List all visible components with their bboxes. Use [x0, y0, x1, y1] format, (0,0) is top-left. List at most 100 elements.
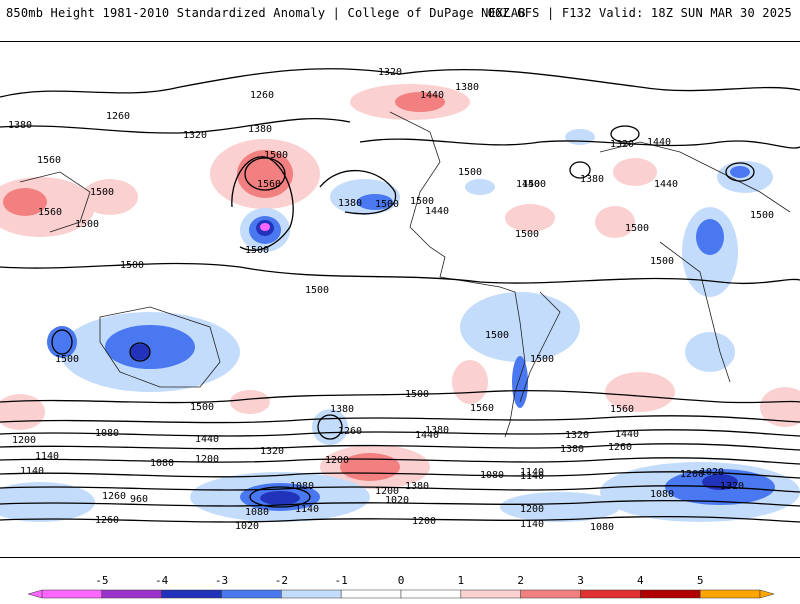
contour-label: 1200	[195, 454, 219, 465]
contour-label: 1200	[325, 455, 349, 466]
contour-label: 1380	[338, 198, 362, 209]
anomaly-map: 1320 1260 1380 1440 1380 1260 1380 1320 1500 1560…	[0, 67, 800, 533]
contour-label: 1200	[520, 504, 544, 515]
anomaly-negative-antarctic-edge	[0, 482, 95, 522]
contour-label: 1440	[647, 137, 671, 148]
contour-label: 1500	[305, 285, 329, 296]
contour-label: 1440	[195, 434, 219, 445]
colorbar-segment	[460, 589, 521, 599]
contour-label: 1380	[580, 174, 604, 185]
contour-1500-australia	[129, 342, 151, 362]
contour-1500-indian	[51, 329, 73, 355]
contour-label: 1140	[520, 467, 544, 478]
contour-1380-westcoast	[319, 169, 397, 215]
contour-label: 1500	[120, 260, 144, 271]
contour-label: 1320	[720, 481, 744, 492]
anomaly-positive-west-edge	[0, 394, 45, 430]
contour-label: 1440	[516, 179, 540, 190]
contour-label: 1080	[650, 489, 674, 500]
colorbar-tick-label: -1	[335, 574, 348, 587]
contour-label: 1260	[106, 111, 130, 122]
contour-label: 1560	[38, 207, 62, 218]
colorbar-tick-label: 1	[458, 574, 465, 587]
colorbar-segment	[580, 589, 641, 599]
contour-label: 1500	[515, 229, 539, 240]
colorbar-tick-label: -3	[215, 574, 228, 587]
colorbar-segment	[41, 589, 103, 599]
contour-1500-south	[0, 389, 800, 404]
anomaly-positive-south-indian	[605, 372, 675, 412]
colorbar-arrow-right	[759, 589, 775, 599]
contour-label: 1500	[650, 256, 674, 267]
contour-label: 1320	[565, 430, 589, 441]
contour-1500-pacific-low	[231, 156, 294, 251]
contour-label: 1560	[470, 403, 494, 414]
contour-label: 1320	[378, 67, 402, 78]
contour-label: 1500	[625, 223, 649, 234]
colorbar-segment	[221, 589, 282, 599]
contour-label: 1440	[420, 90, 444, 101]
contour-label: 1500	[485, 330, 509, 341]
contour-label: 1080	[245, 507, 269, 518]
contour-1320-north	[0, 68, 800, 98]
contour-label: 1560	[37, 155, 61, 166]
anomaly-negative-pacific-core	[260, 223, 270, 231]
contour-label: 1500	[530, 354, 554, 365]
anomaly-shading	[0, 84, 800, 522]
contour-label: 1140	[35, 451, 59, 462]
colorbar-graphic: -5 -4 -3 -2 -1 0 1 2 3 4 5	[27, 574, 775, 599]
contour-label: 1200	[412, 516, 436, 527]
colorbar-segment	[699, 589, 761, 599]
contour-label: 1380	[455, 82, 479, 93]
contour-label: 1560	[257, 179, 281, 190]
contour-label: 1140	[295, 504, 319, 515]
contour-label: 1020	[385, 495, 409, 506]
contour-1320-scandinavia	[610, 125, 640, 143]
anomaly-negative-antarctic-south	[500, 492, 620, 522]
contour-1380-asia	[725, 162, 755, 182]
contour-label: 1500	[750, 210, 774, 221]
colorbar-arrow-left	[27, 589, 43, 599]
contour-label: 1260	[608, 442, 632, 453]
contour-label: 1020	[700, 467, 724, 478]
colorbar-tick-label: 4	[637, 574, 644, 587]
contour-label: 1380	[8, 120, 32, 131]
contour-1380-cutoff	[317, 414, 343, 440]
anomaly-negative-antarctic-west-core	[260, 491, 300, 505]
anomaly-positive-east-edge	[760, 387, 800, 427]
africa-coastline	[659, 241, 731, 383]
colorbar-tick-label: 3	[577, 574, 584, 587]
contour-label: 1140	[20, 466, 44, 477]
contour-1200-south	[0, 457, 800, 465]
contour-1080-south	[0, 485, 800, 493]
contour-label: 1440	[615, 429, 639, 440]
contour-label: 1200	[12, 435, 36, 446]
contour-label: 1380	[248, 124, 272, 135]
contour-label: 1320	[260, 446, 284, 457]
anomaly-positive-europe	[613, 158, 657, 186]
anomaly-negative-asia-core	[730, 166, 750, 178]
contour-label-layer: 1320 1260 1380 1440 1380 1260 1380 1320 1500 1560…	[8, 67, 774, 533]
anomaly-negative-africa-core	[696, 219, 724, 255]
colorbar-segment	[281, 589, 342, 599]
contour-label: 1080	[150, 458, 174, 469]
colorbar-segment	[400, 589, 462, 599]
anomaly-negative-madagascar	[685, 332, 735, 372]
south-america-east-coast	[519, 291, 561, 403]
contour-label: 1380	[330, 404, 354, 415]
contour-1260-antarctic	[0, 516, 800, 523]
contour-label: 1500	[245, 245, 269, 256]
contour-label: 1560	[610, 404, 634, 415]
anomaly-positive-south-atlantic	[452, 360, 488, 404]
anomaly-negative-south-america	[460, 292, 580, 362]
contour-label: 1440	[654, 179, 678, 190]
map-title: 850mb Height 1981-2010 Standardized Anom…	[6, 6, 526, 20]
anomaly-negative-australia-mid	[105, 325, 195, 369]
contour-label: 1260	[95, 515, 119, 526]
alaska-coastline	[19, 171, 91, 233]
contour-960-low	[249, 486, 311, 508]
map-panel: 1320 1260 1380 1440 1380 1260 1380 1320 1500 1560…	[0, 41, 800, 558]
contour-1560-pacific-high	[244, 157, 286, 191]
contour-label: 1500	[522, 179, 546, 190]
contour-label: 1140	[520, 519, 544, 530]
